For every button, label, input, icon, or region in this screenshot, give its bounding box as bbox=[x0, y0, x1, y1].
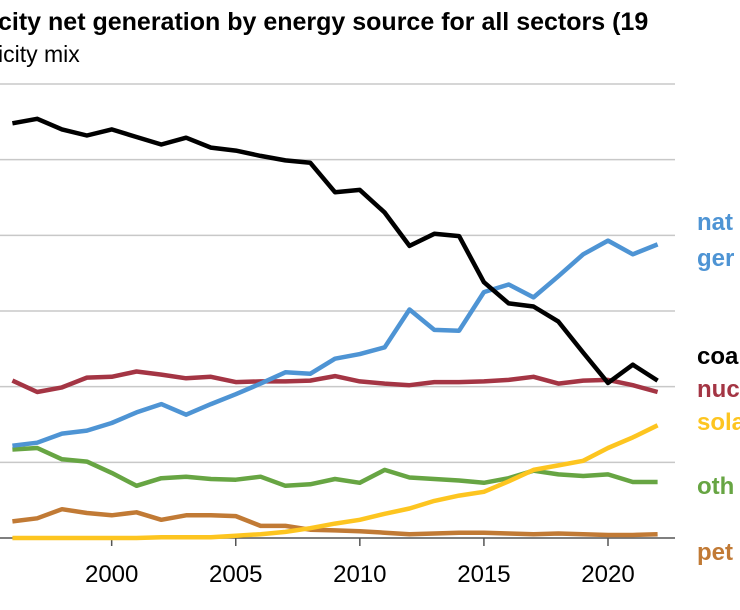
series-line-nuclear bbox=[11, 369, 659, 395]
series-line-petroleum bbox=[12, 506, 658, 538]
x-tick-label: 2010 bbox=[333, 561, 386, 588]
x-tick-label: 2020 bbox=[581, 561, 634, 588]
series-line-solar bbox=[12, 423, 659, 541]
series-line-natural-gas bbox=[12, 238, 659, 448]
series-labels: coa nat ger nuc sola oth pet bbox=[697, 209, 740, 566]
gridlines bbox=[0, 83, 675, 539]
x-tick-label: 2000 bbox=[85, 561, 138, 588]
x-axis-ticks: 2000 2005 2010 2015 2020 bbox=[85, 538, 635, 588]
series-label-other: oth bbox=[697, 473, 734, 500]
x-tick-label: 2005 bbox=[209, 561, 262, 588]
series-label-coal: coa bbox=[697, 343, 739, 370]
series-lines bbox=[11, 116, 659, 541]
series-label-solar: sola bbox=[697, 409, 740, 436]
chart-subtitle: icity mix bbox=[0, 41, 80, 67]
x-tick-label: 2015 bbox=[457, 561, 510, 588]
series-label-petroleum: pet bbox=[697, 539, 733, 566]
chart-title: city net generation by energy source for… bbox=[0, 8, 648, 36]
series-label-natural-gas: ger bbox=[697, 245, 734, 272]
series-line-coal bbox=[11, 116, 659, 386]
series-line-other bbox=[12, 445, 658, 489]
series-label-natural-gas: nat bbox=[697, 209, 733, 236]
series-label-nuclear: nuc bbox=[697, 376, 740, 403]
